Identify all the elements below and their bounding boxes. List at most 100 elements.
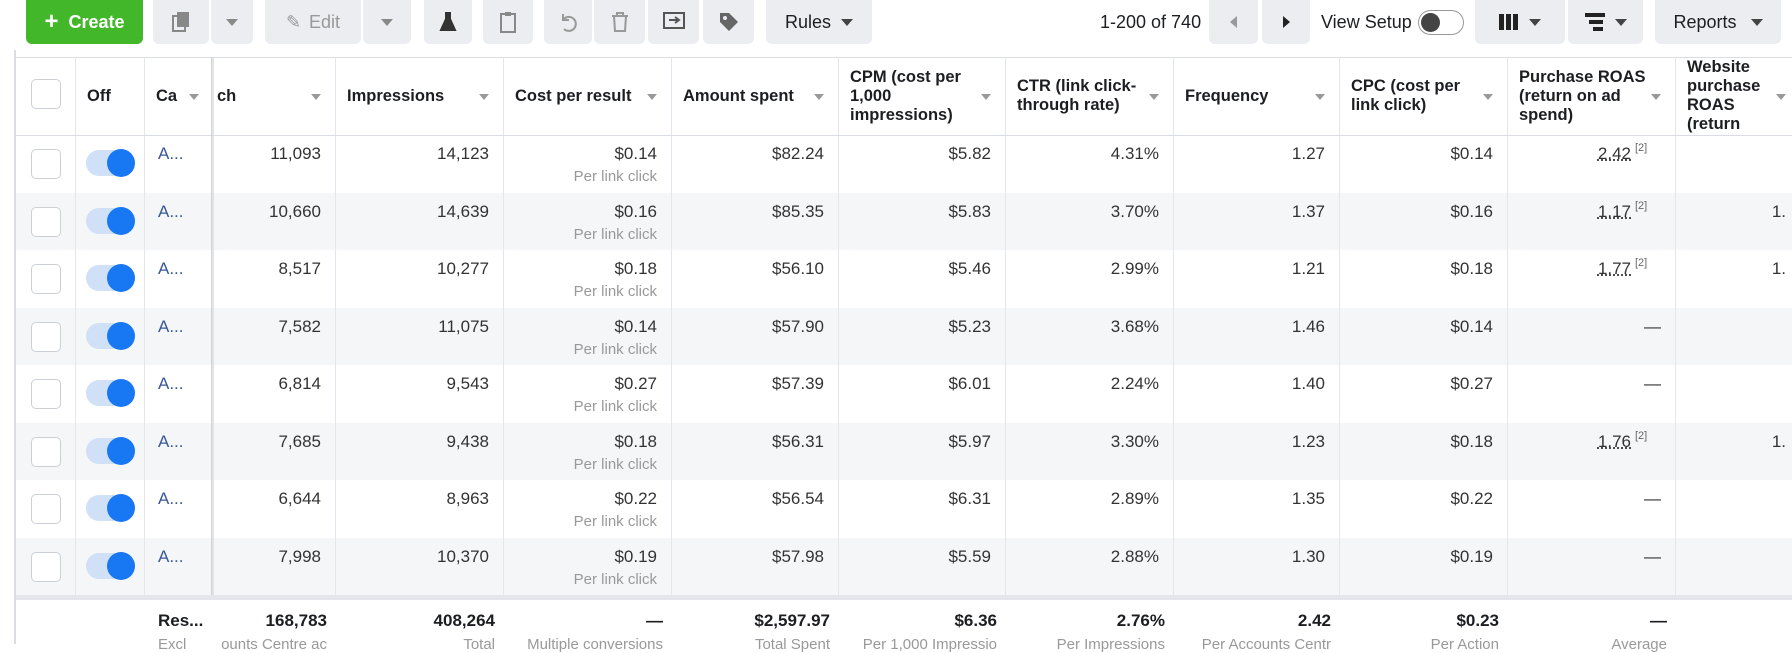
footer-subtext: Average	[1611, 636, 1667, 653]
column-header[interactable]: Frequency	[1185, 86, 1269, 105]
edit-menu[interactable]	[363, 0, 411, 44]
cell-subtext: Per link click	[573, 570, 657, 588]
column-header[interactable]: CTR (link click-through rate)	[1017, 77, 1137, 114]
footer-value: 2.76%	[1116, 611, 1165, 630]
column-header[interactable]: CPM (cost per 1,000 impressions)	[850, 67, 961, 124]
column-header[interactable]: Impressions	[347, 86, 445, 105]
row-checkbox[interactable]	[31, 206, 61, 237]
test-button[interactable]	[424, 0, 472, 44]
footer-subtext: Per Impressions	[1056, 636, 1165, 653]
row-checkbox[interactable]	[31, 149, 61, 179]
column-header[interactable]: Purchase ROAS (return on ad spend)	[1519, 67, 1646, 124]
caret	[226, 18, 238, 26]
caret	[1614, 18, 1627, 26]
cell-note: [2]	[1635, 257, 1648, 269]
footer-value: 408,264	[433, 611, 495, 630]
view-setup-toggle[interactable]	[1418, 10, 1464, 35]
row-toggle[interactable]	[86, 149, 135, 177]
column-header[interactable]: Cost per result	[515, 86, 632, 105]
row-toggle[interactable]	[86, 551, 135, 580]
campaign-link[interactable]: A...	[158, 144, 184, 163]
clipboard-button[interactable]	[483, 0, 533, 44]
row-background	[16, 422, 1792, 480]
caret	[841, 18, 854, 26]
cell-value: $6.01	[948, 374, 991, 393]
next-page[interactable]	[1262, 0, 1310, 44]
cell-value: 1.77	[1597, 259, 1631, 278]
icon	[1499, 14, 1518, 30]
prev-page[interactable]	[1209, 0, 1258, 44]
campaign-link[interactable]: A...	[158, 201, 184, 221]
cell-subtext: Per link click	[573, 340, 657, 358]
column-header[interactable]: ch	[217, 86, 237, 105]
breakdown-button[interactable]	[1568, 0, 1643, 44]
column-header[interactable]: CPC (cost per link click)	[1351, 77, 1461, 114]
cell-value: 6,644	[278, 489, 321, 508]
footer-value: —	[646, 611, 663, 630]
row-toggle[interactable]	[86, 206, 135, 235]
edit-label: Edit	[309, 11, 341, 32]
cell-value: 4.31%	[1110, 144, 1159, 163]
undo-button[interactable]	[544, 0, 592, 44]
column-divider	[75, 57, 76, 595]
column-header[interactable]: Amount spent	[683, 86, 794, 105]
edit-button[interactable]: ✎ Edit	[265, 0, 361, 44]
reports-button[interactable]: Reports	[1655, 0, 1781, 44]
column-header[interactable]: Website purchase ROAS (return	[1687, 58, 1761, 133]
rules-button[interactable]: Rules	[766, 0, 872, 44]
row-checkbox[interactable]	[31, 436, 61, 467]
sort-caret	[1776, 94, 1786, 100]
cell-value: $0.22	[1450, 489, 1493, 508]
campaign-link[interactable]: A...	[158, 374, 184, 393]
cell-value: 2.88%	[1110, 546, 1159, 566]
caret	[1529, 18, 1541, 26]
cell-value: $0.14	[614, 316, 657, 336]
tag-button[interactable]	[703, 0, 754, 44]
cell-value: $0.18	[1450, 431, 1493, 451]
select-all-checkbox[interactable]	[31, 79, 61, 109]
row-toggle[interactable]	[86, 264, 135, 292]
column-divider	[1005, 57, 1006, 595]
row-checkbox[interactable]	[31, 321, 61, 352]
icon	[662, 12, 685, 29]
cell-value: 10,370	[437, 546, 489, 566]
row-checkbox[interactable]	[31, 494, 61, 524]
campaign-link[interactable]: A...	[158, 316, 184, 336]
duplicate-button[interactable]	[153, 0, 209, 44]
row-toggle[interactable]	[86, 494, 135, 522]
campaign-link[interactable]: A...	[158, 546, 184, 566]
column-header[interactable]: Ca	[156, 86, 178, 105]
cell-value: $0.18	[614, 431, 657, 451]
cell-value: 1.21	[1291, 259, 1325, 278]
column-divider	[1339, 57, 1340, 595]
column-header: Off	[87, 86, 111, 105]
cell-value: —	[1644, 546, 1661, 566]
row-toggle[interactable]	[86, 379, 135, 407]
row-checkbox[interactable]	[31, 379, 61, 409]
row-checkbox[interactable]	[31, 264, 61, 294]
columns-button[interactable]	[1475, 0, 1565, 44]
cell-value: 2.24%	[1110, 374, 1159, 393]
row-background	[16, 537, 1792, 595]
campaign-link[interactable]: A...	[158, 489, 184, 508]
header-line	[16, 135, 1792, 136]
create-button[interactable]: + Create	[26, 0, 143, 44]
cell-value: $0.16	[614, 201, 657, 221]
cell-value: $0.19	[1450, 546, 1493, 566]
row-checkbox[interactable]	[31, 551, 61, 582]
footer-subtext: Multiple conversions	[527, 636, 663, 653]
cell-value: 7,685	[278, 431, 321, 451]
row-toggle[interactable]	[86, 436, 135, 465]
campaign-link[interactable]: A...	[158, 431, 184, 451]
cell-value: $57.90	[772, 316, 824, 336]
view-setup-label: View Setup	[1321, 12, 1412, 32]
row-toggle[interactable]	[86, 321, 135, 350]
delete-button[interactable]	[594, 0, 645, 44]
compare-button[interactable]	[648, 0, 699, 44]
column-divider	[335, 57, 336, 595]
campaign-link[interactable]: A...	[158, 259, 184, 278]
footer-subtext: Total Spent	[754, 636, 830, 653]
sort-caret	[189, 94, 199, 100]
duplicate-menu[interactable]	[211, 0, 253, 44]
cell-value: 1.40	[1291, 374, 1325, 393]
